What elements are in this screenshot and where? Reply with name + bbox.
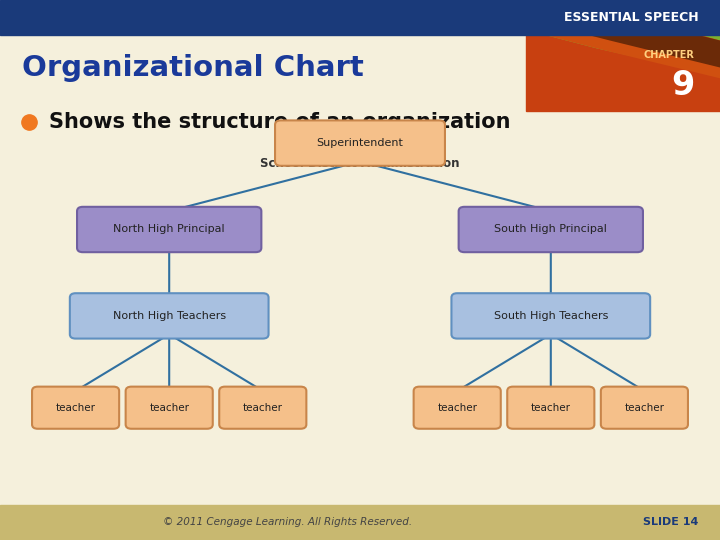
Text: teacher: teacher <box>531 403 571 413</box>
Text: South High Principal: South High Principal <box>495 225 607 234</box>
Text: Organizational Chart: Organizational Chart <box>22 53 364 82</box>
Bar <box>526 35 720 111</box>
Text: Superintendent: Superintendent <box>317 138 403 148</box>
Polygon shape <box>374 0 720 76</box>
Text: teacher: teacher <box>243 403 283 413</box>
Text: School District Administration: School District Administration <box>260 157 460 170</box>
Text: North High Teachers: North High Teachers <box>112 311 226 321</box>
Text: 9: 9 <box>672 69 695 102</box>
FancyBboxPatch shape <box>70 293 269 339</box>
FancyBboxPatch shape <box>459 207 643 252</box>
Text: SLIDE 14: SLIDE 14 <box>643 517 698 527</box>
Text: North High Principal: North High Principal <box>113 225 225 234</box>
FancyBboxPatch shape <box>220 387 307 429</box>
Text: teacher: teacher <box>55 403 96 413</box>
FancyBboxPatch shape <box>125 387 213 429</box>
FancyBboxPatch shape <box>451 293 650 339</box>
FancyBboxPatch shape <box>507 387 595 429</box>
Text: Shows the structure of an organization: Shows the structure of an organization <box>49 111 510 132</box>
Polygon shape <box>518 3 720 68</box>
Text: © 2011 Cengage Learning. All Rights Reserved.: © 2011 Cengage Learning. All Rights Rese… <box>163 517 413 527</box>
Text: teacher: teacher <box>624 403 665 413</box>
FancyBboxPatch shape <box>413 387 501 429</box>
FancyBboxPatch shape <box>275 120 445 166</box>
Text: ESSENTIAL SPEECH: ESSENTIAL SPEECH <box>564 11 698 24</box>
Polygon shape <box>432 0 720 78</box>
Bar <box>0 0 720 35</box>
FancyBboxPatch shape <box>77 207 261 252</box>
Text: teacher: teacher <box>149 403 189 413</box>
Text: CHAPTER: CHAPTER <box>644 50 695 60</box>
Text: teacher: teacher <box>437 403 477 413</box>
FancyBboxPatch shape <box>601 387 688 429</box>
Text: South High Teachers: South High Teachers <box>494 311 608 321</box>
Bar <box>0 505 720 540</box>
FancyBboxPatch shape <box>32 387 119 429</box>
